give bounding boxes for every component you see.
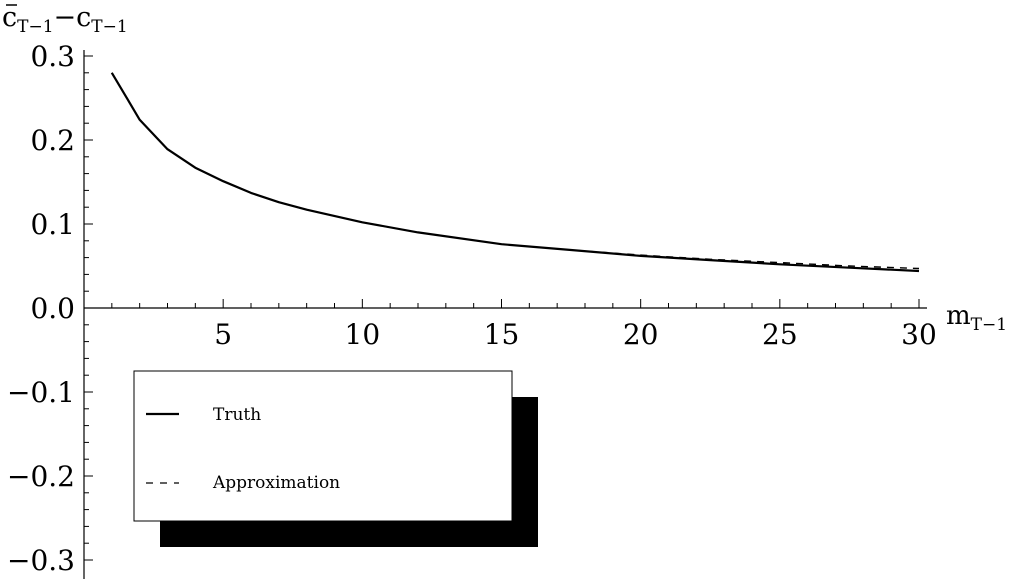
x-axis-title: mT−1 (946, 301, 1007, 335)
x-tick-label: 10 (345, 318, 381, 351)
x-tick-label: 30 (901, 318, 937, 351)
tick-labels: 5 10 15 20 25 30 0.3 0.2 0.1 0.0 −0.1 −0.2 −0.3 (7, 40, 937, 577)
series-group (110, 72, 920, 273)
y-tick-label: −0.2 (7, 460, 75, 493)
y-tick-label: −0.3 (7, 544, 75, 577)
y-tick-label: −0.1 (7, 376, 75, 409)
y-tick-label: 0.3 (30, 40, 75, 73)
legend: Truth Approximation (133, 370, 538, 547)
y-tick-label: 0.2 (30, 124, 75, 157)
y-axis-title-sub: T−1 (17, 17, 53, 37)
y-axis-title-sub2: T−1 (91, 17, 127, 37)
legend-box (133, 370, 513, 522)
x-tick-label: 15 (484, 318, 520, 351)
y-axis-title-main: c (2, 2, 17, 33)
y-axis-title-main2: c (76, 2, 91, 33)
series-line-approximation (111, 72, 920, 270)
x-tick-label: 5 (214, 318, 232, 351)
y-axis-title: cT−1−cT−1 (2, 2, 128, 37)
ticks (84, 55, 920, 561)
y-tick-label: 0.1 (30, 208, 75, 241)
legend-label-truth: Truth (213, 405, 261, 425)
series-line-truth (110, 72, 920, 273)
x-tick-label: 20 (623, 318, 659, 351)
y-tick-label: 0.0 (30, 292, 75, 325)
x-axis-title-main: m (946, 301, 971, 331)
x-tick-label: 25 (762, 318, 798, 351)
y-axis-title-minus: − (54, 2, 77, 33)
legend-label-approximation: Approximation (212, 473, 340, 493)
x-axis-title-sub: T−1 (971, 315, 1007, 335)
y-axis-title-grave-accent: ` (111, 0, 120, 16)
